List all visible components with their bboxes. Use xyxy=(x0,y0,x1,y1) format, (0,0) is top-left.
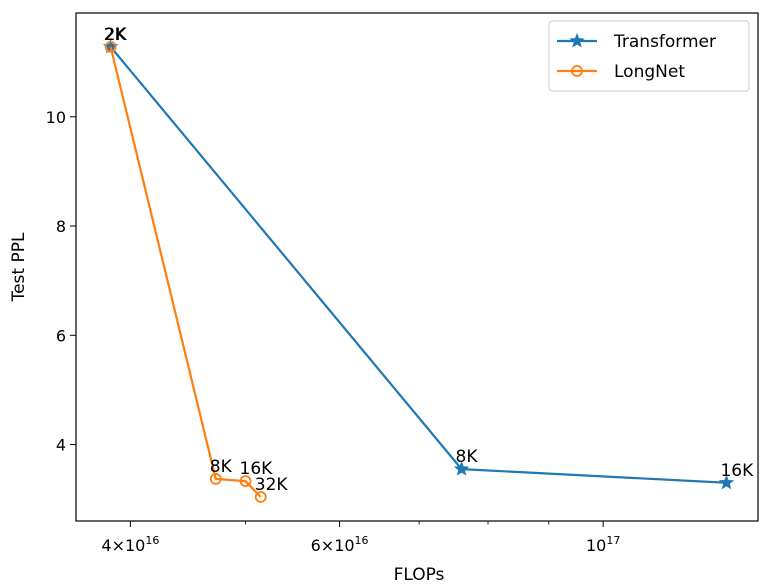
x-tick-label: 4×1016 xyxy=(101,534,159,555)
x-tick-label: 6×1016 xyxy=(311,534,369,555)
x-tick-exponent: 16 xyxy=(355,534,369,547)
legend-label: Transformer xyxy=(613,32,716,52)
data-point-marker xyxy=(453,460,470,476)
y-tick-label: 10 xyxy=(46,108,66,127)
data-point-marker xyxy=(718,474,735,490)
data-point-marker xyxy=(209,473,222,485)
x-tick-mult: × xyxy=(321,536,334,555)
x-tick-exponent: 16 xyxy=(145,534,159,547)
x-tick-label: 1017 xyxy=(586,534,620,555)
x-tick-ten: 10 xyxy=(125,536,145,555)
y-tick-label: 6 xyxy=(56,326,66,345)
series-line xyxy=(109,46,262,498)
data-label: 2K xyxy=(104,25,127,45)
series-layer xyxy=(102,38,735,503)
legend-items: Transformer LongNet xyxy=(557,32,716,82)
data-label: 16K xyxy=(240,459,274,479)
x-tick-exponent: 17 xyxy=(606,534,620,547)
legend-label: LongNet xyxy=(614,62,685,82)
y-tick-label: 8 xyxy=(56,217,66,236)
x-tick-base: 4 xyxy=(101,536,111,555)
y-axis-label: Test PPL xyxy=(9,232,29,302)
data-label: 2K xyxy=(105,25,128,45)
y-axis: 4 6 8 10 xyxy=(46,108,76,455)
data-label: 32K xyxy=(255,475,289,495)
x-tick-ten: 10 xyxy=(586,536,606,555)
data-point-marker xyxy=(104,40,117,53)
series-line xyxy=(109,46,727,484)
x-tick-mult: × xyxy=(112,536,125,555)
plot-frame xyxy=(75,12,759,522)
legend-box xyxy=(548,20,750,92)
x-tick-ten: 10 xyxy=(334,536,354,555)
legend-swatch-marker xyxy=(569,32,585,48)
data-label: 8K xyxy=(456,447,479,467)
legend-item: Transformer xyxy=(557,32,716,52)
legend-item: LongNet xyxy=(557,62,685,82)
data-label: 16K xyxy=(720,461,754,481)
x-axis-label: FLOPs xyxy=(394,565,445,585)
data-point-marker xyxy=(239,475,252,488)
x-tick-base: 6 xyxy=(311,536,321,555)
series-longnet xyxy=(104,40,267,503)
legend: Transformer LongNet xyxy=(548,20,750,92)
legend-swatch-marker xyxy=(571,65,583,77)
data-label: 8K xyxy=(210,457,233,477)
y-tick-label: 4 xyxy=(56,436,66,455)
x-axis: 4×1016 6×1016 1017 xyxy=(101,521,620,555)
data-point-marker xyxy=(254,491,267,503)
plot-area xyxy=(75,12,759,522)
series-transformer xyxy=(102,38,735,490)
